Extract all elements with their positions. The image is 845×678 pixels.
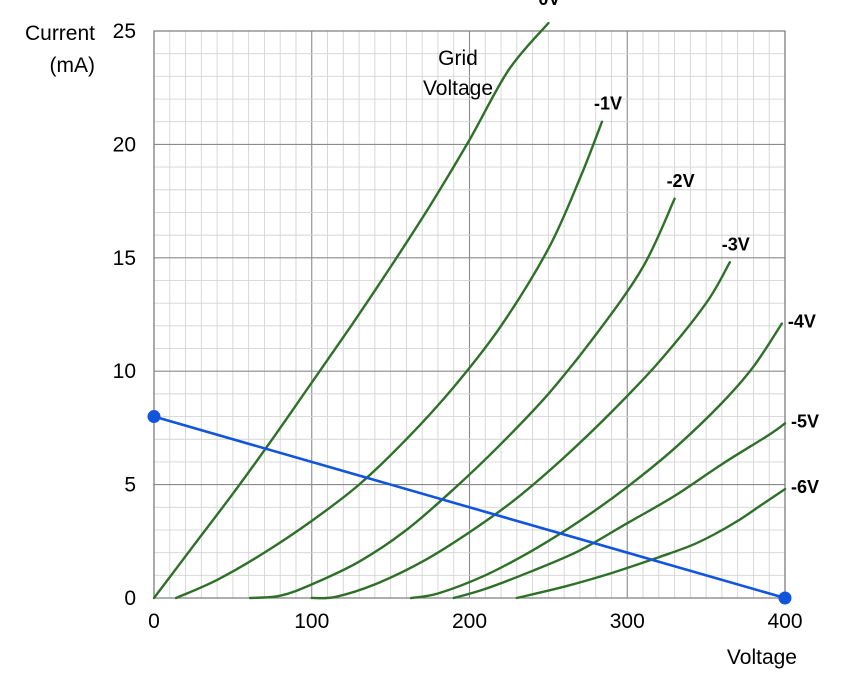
plate-curves [152,21,787,600]
series-label-0V: 0V [538,0,560,9]
y-axis-title-line2: (mA) [50,54,96,77]
curve--3V [310,261,731,600]
series-label--4V: -4V [788,312,816,332]
x-tick-label: 0 [148,610,160,633]
load-line-point [147,410,161,424]
series-labels: 0V -1V -2V -3V -4V -5V -6V [538,0,819,497]
x-tick-label: 200 [452,610,487,633]
plot-frame [153,30,786,599]
series-label--5V: -5V [791,411,819,431]
curve--6V [515,487,787,600]
curve--4V [409,322,783,600]
y-tick-label: 25 [113,20,136,43]
x-tick-label: 300 [610,610,645,633]
curve--5V [452,422,787,600]
y-tick-label: 20 [113,133,136,156]
grid [153,30,786,599]
y-tick-label: 15 [113,247,136,270]
curve--2V [249,197,676,600]
legend-title-line1: Grid [438,47,478,70]
x-axis-ticks: 0 100 200 300 400 [148,610,802,633]
load-line-point [778,591,792,605]
y-axis-title-line1: Current [25,22,95,45]
x-axis-title: Voltage [727,646,797,669]
y-tick-label: 10 [113,360,136,383]
load-line-group [147,410,792,605]
series-label--6V: -6V [791,477,819,497]
x-tick-label: 100 [294,610,329,633]
series-label--1V: -1V [594,94,622,114]
curve--1V [174,120,604,600]
y-tick-label: 0 [124,587,136,610]
y-tick-label: 5 [124,474,136,497]
x-tick-label: 400 [767,610,802,633]
series-label--3V: -3V [722,234,750,254]
legend-title-line2: Voltage [423,77,493,100]
y-axis-ticks: 0 5 10 15 20 25 [113,20,136,610]
load-line [153,415,786,600]
series-label--2V: -2V [667,171,695,191]
curve-0V [152,21,550,600]
